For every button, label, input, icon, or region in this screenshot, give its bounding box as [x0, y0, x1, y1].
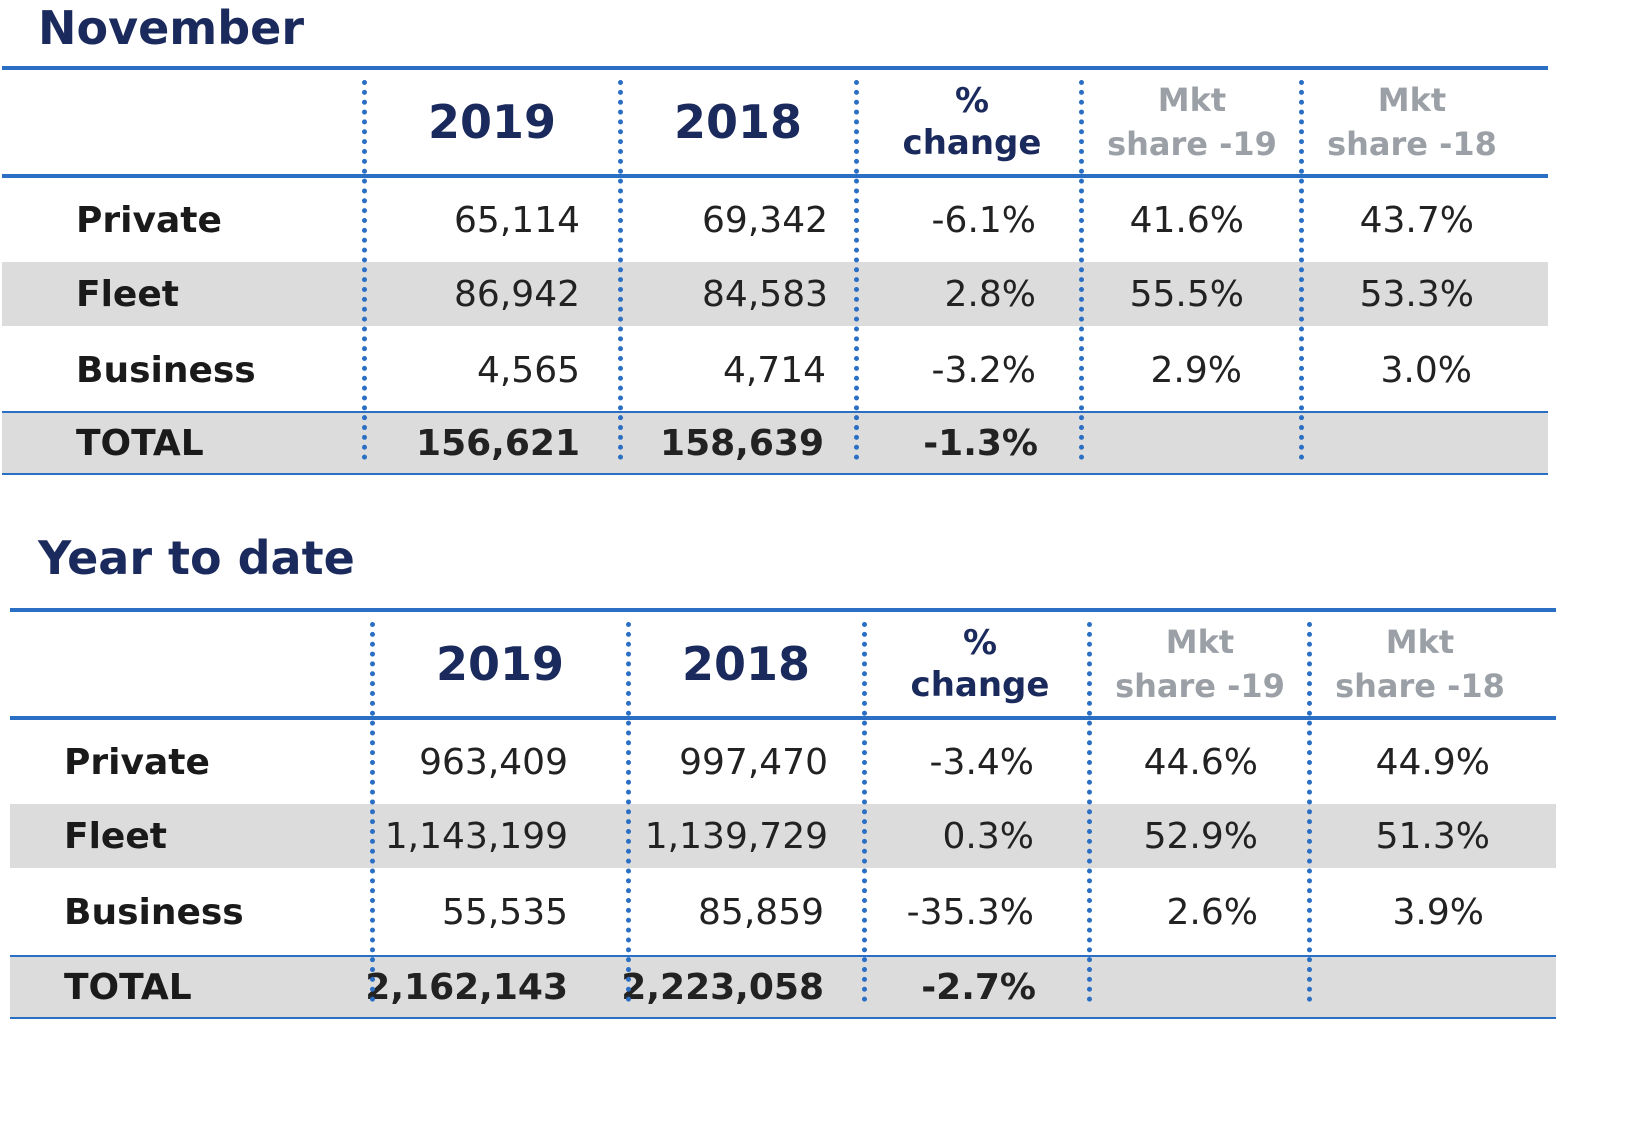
header-mkt-share-18: Mkt share -18 — [1302, 70, 1522, 174]
column-divider — [854, 80, 859, 460]
value-2019: 86,942 — [454, 273, 580, 315]
value-pct-change: 2.8% — [944, 273, 1036, 315]
header-mkt19-line1: Mkt — [1165, 623, 1235, 661]
column-divider — [1087, 622, 1092, 1002]
row-label: Fleet — [76, 273, 179, 315]
value-2019: 1,143,199 — [384, 815, 568, 857]
value-mkt-share-18: 51.3% — [1375, 815, 1490, 857]
total-2019: 156,621 — [416, 422, 580, 464]
value-pct-change: -3.2% — [931, 349, 1036, 391]
row-label: Private — [76, 199, 222, 241]
ytd-title: Year to date — [38, 531, 355, 585]
value-pct-change: 0.3% — [942, 815, 1034, 857]
header-pct-symbol: % — [954, 81, 990, 121]
header-mkt18-line2: share -18 — [1335, 667, 1505, 705]
total-bottom-rule — [2, 473, 1548, 475]
header-2018: 2018 — [681, 637, 811, 691]
header-mkt19-line2: share -19 — [1115, 667, 1285, 705]
column-divider — [1079, 80, 1084, 460]
table-row: Fleet 1,143,199 1,139,729 0.3% 52.9% 51.… — [10, 804, 1556, 868]
table-row: Private 65,114 69,342 -6.1% 41.6% 43.7% — [2, 182, 1548, 258]
value-mkt-share-19: 41.6% — [1129, 199, 1244, 241]
header-mkt19-line1: Mkt — [1157, 81, 1227, 119]
value-pct-change: -6.1% — [931, 199, 1036, 241]
value-2019: 963,409 — [419, 741, 568, 783]
value-2018: 4,714 — [722, 349, 826, 391]
header-row: 2019 2018 % change Mkt share -19 Mkt sha… — [2, 70, 1548, 174]
header-mkt-share-19: Mkt share -19 — [1090, 612, 1310, 716]
value-mkt-share-19: 2.9% — [1150, 349, 1242, 391]
ytd-table: 2019 2018 % change Mkt share -19 Mkt sha… — [10, 608, 1556, 1022]
value-2018: 997,470 — [679, 741, 828, 783]
header-pct-change: % change — [872, 70, 1072, 174]
value-2018: 84,583 — [702, 273, 828, 315]
row-label: Private — [64, 741, 210, 783]
value-2018: 85,859 — [698, 891, 824, 933]
header-2019: 2019 — [435, 637, 565, 691]
total-top-rule — [2, 411, 1548, 413]
header-mkt18-line2: share -18 — [1327, 125, 1497, 163]
total-pct-change: -2.7% — [921, 966, 1036, 1008]
total-top-rule — [10, 955, 1556, 957]
total-label: TOTAL — [64, 966, 192, 1008]
november-title: November — [38, 1, 305, 55]
value-mkt-share-18: 44.9% — [1375, 741, 1490, 783]
row-label: Business — [76, 349, 256, 391]
total-2018: 158,639 — [660, 422, 824, 464]
table-row: Business 4,565 4,714 -3.2% 2.9% 3.0% — [2, 332, 1548, 408]
value-2019: 55,535 — [442, 891, 568, 933]
value-pct-change: -35.3% — [906, 891, 1034, 933]
total-pct-change: -1.3% — [923, 422, 1038, 464]
value-mkt-share-19: 44.6% — [1143, 741, 1258, 783]
header-mkt18-line1: Mkt — [1377, 81, 1447, 119]
header-2018: 2018 — [673, 95, 803, 149]
value-mkt-share-19: 55.5% — [1129, 273, 1244, 315]
column-divider — [626, 622, 631, 1002]
header-change-word: change — [910, 665, 1050, 705]
value-mkt-share-19: 2.6% — [1166, 891, 1258, 933]
column-divider — [370, 622, 375, 1002]
header-mkt-share-18: Mkt share -18 — [1310, 612, 1530, 716]
total-bottom-rule — [10, 1017, 1556, 1019]
november-table: 2019 2018 % change Mkt share -19 Mkt sha… — [2, 66, 1548, 476]
total-label: TOTAL — [76, 422, 204, 464]
total-2019: 2,162,143 — [365, 966, 568, 1008]
value-mkt-share-18: 53.3% — [1359, 273, 1474, 315]
top-rule — [10, 608, 1556, 612]
header-mkt18-line1: Mkt — [1385, 623, 1455, 661]
header-change-word: change — [902, 123, 1042, 163]
header-rule — [10, 716, 1556, 720]
header-mkt-share-19: Mkt share -19 — [1082, 70, 1302, 174]
header-mkt19-line2: share -19 — [1107, 125, 1277, 163]
table-row: Fleet 86,942 84,583 2.8% 55.5% 53.3% — [2, 262, 1548, 326]
header-pct-symbol: % — [962, 623, 998, 663]
column-divider — [618, 80, 623, 460]
total-row: TOTAL 156,621 158,639 -1.3% — [2, 413, 1548, 473]
column-divider — [1307, 622, 1312, 1002]
value-mkt-share-19: 52.9% — [1143, 815, 1258, 857]
column-divider — [1299, 80, 1304, 460]
top-rule — [2, 66, 1548, 70]
column-divider — [862, 622, 867, 1002]
value-mkt-share-18: 3.0% — [1380, 349, 1472, 391]
total-2018: 2,223,058 — [621, 966, 824, 1008]
header-pct-change: % change — [880, 612, 1080, 716]
value-mkt-share-18: 43.7% — [1359, 199, 1474, 241]
value-pct-change: -3.4% — [929, 741, 1034, 783]
row-label: Fleet — [64, 815, 167, 857]
header-row: 2019 2018 % change Mkt share -19 Mkt sha… — [10, 612, 1556, 716]
total-row: TOTAL 2,162,143 2,223,058 -2.7% — [10, 957, 1556, 1017]
value-mkt-share-18: 3.9% — [1392, 891, 1484, 933]
header-2019: 2019 — [427, 95, 557, 149]
value-2018: 1,139,729 — [644, 815, 828, 857]
value-2019: 4,565 — [476, 349, 580, 391]
row-label: Business — [64, 891, 244, 933]
value-2018: 69,342 — [702, 199, 828, 241]
column-divider — [362, 80, 367, 460]
header-rule — [2, 174, 1548, 178]
value-2019: 65,114 — [454, 199, 580, 241]
table-row: Business 55,535 85,859 -35.3% 2.6% 3.9% — [10, 874, 1556, 950]
table-row: Private 963,409 997,470 -3.4% 44.6% 44.9… — [10, 724, 1556, 800]
